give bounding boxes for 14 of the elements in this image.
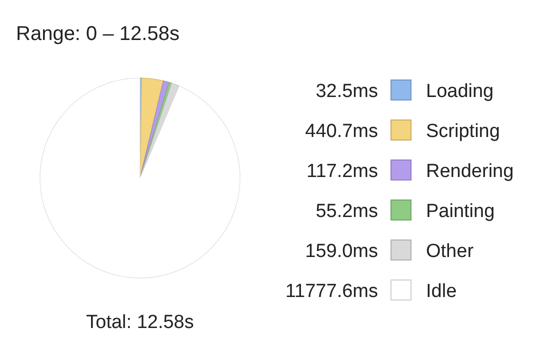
legend-label: Loading <box>426 81 494 102</box>
data-label: 159.0ms <box>305 241 378 262</box>
chart-title: Range: 0 – 12.58s <box>16 23 180 45</box>
legend-label: Scripting <box>426 121 500 142</box>
text: Total: 12.58s <box>86 312 194 333</box>
data-label: 440.7ms <box>305 121 378 142</box>
data-label: 117.2ms <box>306 161 378 182</box>
legend-label: Painting <box>426 201 495 222</box>
data-label: 32.5ms <box>316 81 378 102</box>
legend-label: Other <box>426 241 474 262</box>
legend-label: Rendering <box>426 161 514 182</box>
legend-label: Idle <box>426 281 457 302</box>
data-label: 55.2ms <box>316 201 378 222</box>
data-label: 11777.6ms <box>285 281 378 302</box>
